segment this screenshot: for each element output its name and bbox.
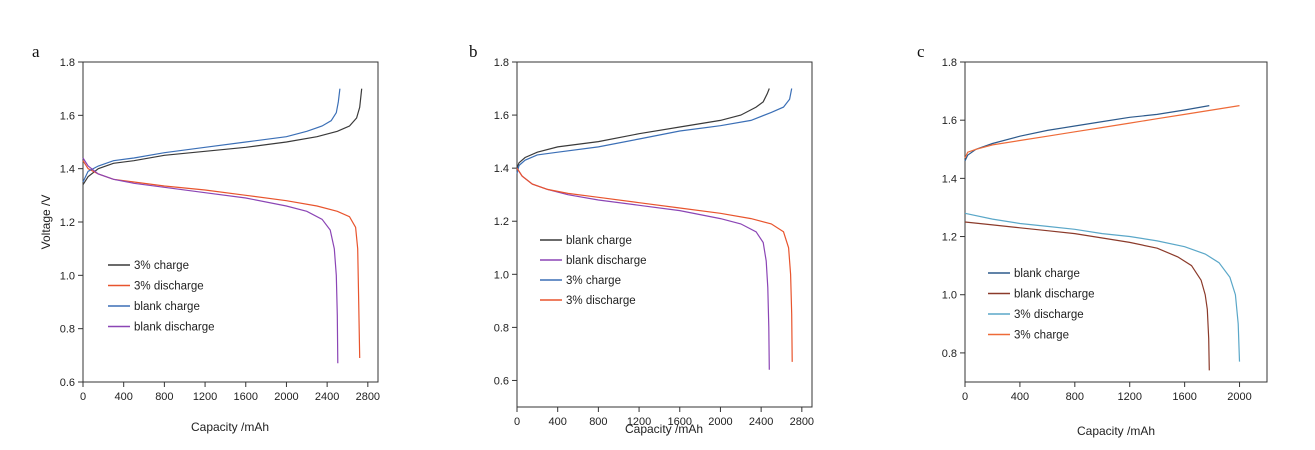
y-tick-label: 0.6 (60, 377, 75, 389)
panel-a-series (82, 88, 363, 364)
series-line-blank-charge (964, 105, 1210, 162)
x-tick-label: 1600 (234, 391, 258, 403)
x-tick-label: 2000 (274, 391, 298, 403)
series-line-3pct-discharge (516, 167, 793, 362)
y-tick-label: 1.8 (494, 57, 509, 69)
y-tick-label: 1.6 (942, 115, 957, 127)
x-tick-label: 2800 (356, 391, 380, 403)
x-tick-label: 800 (1066, 391, 1084, 403)
panel-a-x-axis-label: Capacity /mAh (191, 420, 269, 434)
legend-label: 3% discharge (134, 281, 204, 293)
y-tick-label: 1.4 (942, 173, 957, 185)
series-line-3pct-charge (964, 105, 1240, 159)
y-tick-label: 1.0 (942, 290, 957, 302)
x-tick-label: 2000 (708, 416, 732, 428)
panel-c-legend: blank charge blank discharge 3% discharge 3… (988, 268, 1095, 342)
panel-c: c 0 400 800 1200 1600 20000.81.01.21.41.61.8 … (917, 42, 1268, 438)
y-tick-label: 1.4 (60, 164, 75, 176)
y-tick-label: 1.2 (60, 217, 75, 229)
y-tick-label: 1.2 (942, 232, 957, 244)
y-tick-label: 1.0 (60, 270, 75, 282)
panel-a-y-axis-label: Voltage /V (39, 195, 53, 250)
panel-a-ticks: 0 400 800 1200 1600 2000 2400 2800 0.6 0.8 1.0 1.2 1… (60, 57, 380, 403)
x-tick-label: 800 (155, 391, 173, 403)
series-line-3pct-charge (82, 88, 363, 186)
y-tick-label: 1.8 (942, 57, 957, 69)
panel-b-ticks: 0 400 800 1200 1600 2000 2400 2800 0.6 0.8 1.0 1.2 1… (494, 57, 814, 428)
legend-label: 3% charge (1014, 330, 1069, 342)
y-tick-label: 1.0 (494, 269, 509, 281)
panel-b: b 0 400 800 1200 1600 2000 2400 2800 0.6 0.8 1.0 1.… (469, 42, 814, 436)
panel-c-ticks: 0 400 800 1200 1600 2000 0.8 1.0 1.2 1.4 1.6 1.8 (942, 57, 1252, 403)
y-tick-label: 0.8 (942, 348, 957, 360)
legend-label: blank discharge (134, 322, 215, 334)
x-tick-label: 400 (115, 391, 133, 403)
panel-b-frame (516, 61, 813, 408)
legend-label: blank charge (566, 235, 632, 247)
x-tick-label: 800 (589, 416, 607, 428)
y-tick-label: 1.8 (60, 57, 75, 69)
y-tick-label: 0.8 (60, 324, 75, 336)
x-tick-label: 0 (962, 391, 968, 403)
x-tick-label: 1200 (1117, 391, 1141, 403)
series-line-blank-discharge (82, 157, 339, 364)
series-line-blank-discharge (964, 221, 1210, 371)
y-tick-label: 1.2 (494, 216, 509, 228)
series-line-blank-charge (516, 88, 770, 169)
panel-a-letter: a (32, 42, 40, 61)
panel-b-x-axis-label: Capacity /mAh (625, 422, 703, 436)
series-line-blank-charge (82, 88, 341, 183)
y-tick-label: 0.6 (494, 375, 509, 387)
x-tick-label: 2400 (749, 416, 773, 428)
panel-b-letter: b (469, 42, 478, 61)
legend-label: 3% charge (566, 275, 621, 287)
x-tick-label: 2000 (1227, 391, 1251, 403)
legend-label: blank charge (1014, 268, 1080, 280)
series-line-3pct-charge (516, 88, 793, 174)
x-tick-label: 0 (80, 391, 86, 403)
x-tick-label: 400 (549, 416, 567, 428)
panel-c-series (964, 105, 1241, 371)
series-line-blank-discharge (516, 167, 770, 370)
x-tick-label: 1600 (1172, 391, 1196, 403)
legend-label: 3% discharge (566, 295, 636, 307)
panel-a-frame (82, 61, 379, 383)
legend-label: blank discharge (1014, 289, 1095, 301)
legend-label: 3% charge (134, 260, 189, 272)
series-line-3pct-discharge (964, 212, 1241, 362)
legend-label: blank charge (134, 301, 200, 313)
x-tick-label: 1600 (668, 416, 692, 428)
panel-a-legend: 3% charge 3% discharge blank charge blank d… (108, 260, 215, 334)
panel-a: a 0 400 800 1200 1600 2000 2400 2800 0.6 0.8 1.0 1.… (32, 42, 380, 434)
x-tick-label: 1200 (193, 391, 217, 403)
x-tick-label: 400 (1011, 391, 1029, 403)
y-tick-label: 1.6 (494, 110, 509, 122)
series-line-3pct-discharge (82, 160, 361, 359)
panel-c-x-axis-label: Capacity /mAh (1077, 424, 1155, 438)
x-tick-label: 2800 (790, 416, 814, 428)
panel-b-series (516, 88, 793, 370)
x-tick-label: 1200 (627, 416, 651, 428)
x-tick-label: 2400 (315, 391, 339, 403)
y-tick-label: 1.4 (494, 163, 509, 175)
legend-label: 3% discharge (1014, 309, 1084, 321)
legend-label: blank discharge (566, 255, 647, 267)
x-tick-label: 0 (514, 416, 520, 428)
y-tick-label: 1.6 (60, 110, 75, 122)
y-tick-label: 0.8 (494, 322, 509, 334)
panel-c-letter: c (917, 42, 925, 61)
panel-b-legend: blank charge blank discharge 3% charge 3% d… (540, 235, 647, 307)
